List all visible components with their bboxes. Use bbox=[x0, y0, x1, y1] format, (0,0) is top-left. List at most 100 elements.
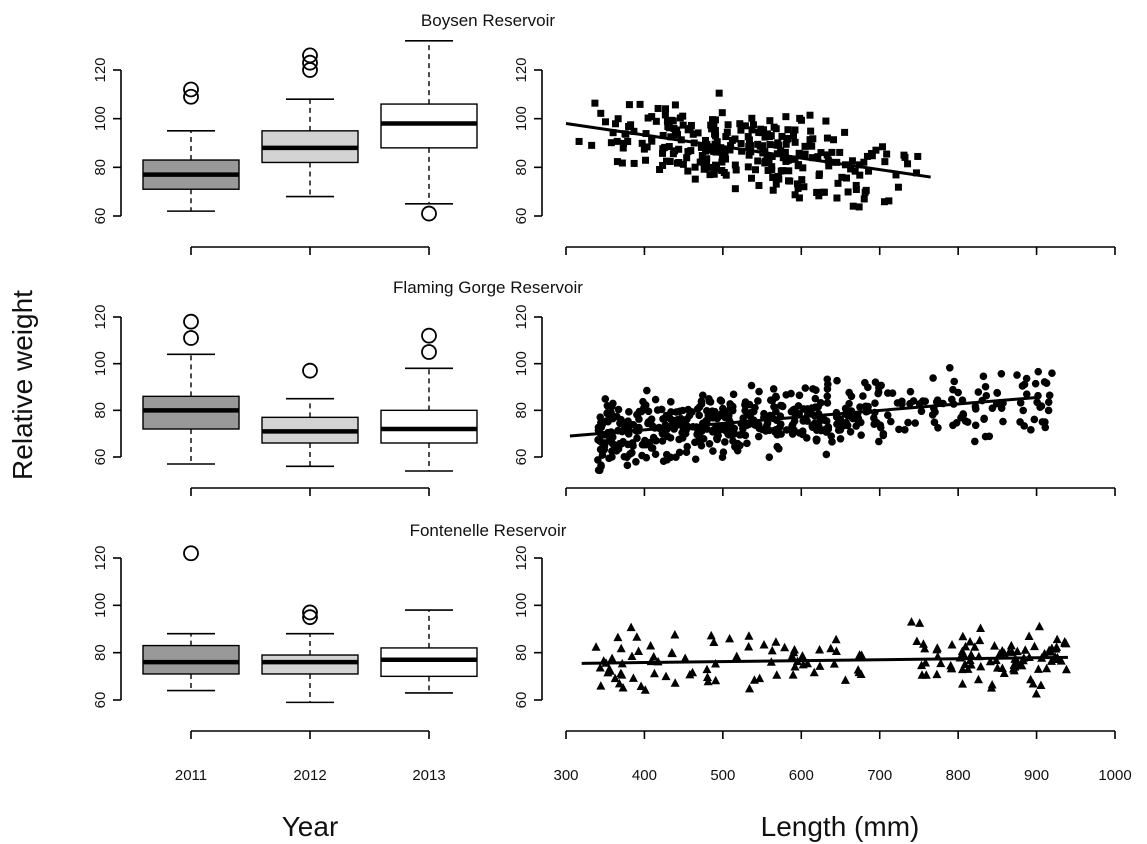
boxplot-fontenelle: 60 80 100 120 2011 2012 2013 bbox=[92, 545, 478, 784]
data-point-square bbox=[894, 183, 902, 191]
data-point-square bbox=[648, 134, 656, 142]
data-point-square bbox=[798, 150, 806, 158]
data-point-triangle bbox=[1026, 674, 1036, 684]
data-point-circle bbox=[698, 391, 707, 400]
data-point-triangle bbox=[628, 673, 638, 682]
scatter-flaming-gorge: 60 80 100 120 bbox=[513, 304, 1116, 496]
data-point-square bbox=[686, 124, 694, 132]
data-point-triangle bbox=[961, 641, 971, 651]
data-point-square bbox=[825, 162, 833, 170]
length-tick-label: 500 bbox=[710, 767, 735, 784]
box-y-tick-label: 120 bbox=[92, 57, 109, 82]
data-point-square bbox=[822, 117, 830, 125]
data-point-square bbox=[727, 142, 735, 150]
data-point-circle bbox=[834, 426, 843, 434]
data-point-circle bbox=[608, 447, 616, 455]
data-point-circle bbox=[798, 427, 807, 436]
data-point-circle bbox=[845, 399, 853, 408]
data-point-square bbox=[768, 152, 776, 160]
data-point-circle bbox=[971, 437, 979, 446]
data-point-circle bbox=[901, 426, 909, 434]
data-point-triangle bbox=[1042, 663, 1052, 673]
data-point-triangle bbox=[906, 617, 916, 626]
data-point-triangle bbox=[595, 663, 605, 672]
data-point-square bbox=[691, 175, 699, 183]
data-point-circle bbox=[1042, 379, 1051, 388]
data-point-square bbox=[855, 203, 863, 211]
data-point-square bbox=[879, 143, 887, 151]
data-point-circle bbox=[601, 439, 609, 447]
data-point-circle bbox=[605, 433, 614, 442]
data-point-triangle bbox=[772, 670, 782, 679]
data-point-square bbox=[809, 135, 817, 143]
data-point-triangle bbox=[780, 642, 790, 652]
data-point-square bbox=[747, 174, 755, 182]
data-point-square bbox=[844, 188, 852, 196]
data-point-circle bbox=[594, 436, 602, 444]
data-point-triangle bbox=[788, 670, 798, 679]
data-point-square bbox=[912, 169, 920, 177]
data-point-circle bbox=[1016, 399, 1025, 407]
data-point-triangle bbox=[789, 644, 799, 654]
box-iqr bbox=[142, 644, 240, 675]
data-point-circle bbox=[651, 395, 660, 404]
data-point-circle bbox=[635, 415, 643, 423]
data-point-square bbox=[732, 166, 740, 174]
data-point-triangle bbox=[709, 637, 719, 647]
data-point-square bbox=[758, 129, 766, 137]
data-point-square bbox=[872, 146, 880, 154]
data-point-square bbox=[744, 163, 752, 171]
data-point-square bbox=[785, 167, 793, 175]
data-point-circle bbox=[642, 453, 651, 462]
data-point-triangle bbox=[798, 659, 808, 669]
data-point-triangle bbox=[831, 634, 841, 644]
data-point-square bbox=[736, 120, 744, 128]
data-point-square bbox=[754, 140, 762, 148]
data-point-circle bbox=[904, 418, 912, 427]
data-point-circle bbox=[856, 403, 864, 411]
data-point-square bbox=[778, 132, 786, 140]
data-point-square bbox=[737, 140, 745, 148]
scatter-y-tick-label: 100 bbox=[513, 106, 530, 131]
data-point-circle bbox=[980, 414, 988, 423]
data-point-circle bbox=[603, 409, 612, 418]
data-point-triangle bbox=[725, 633, 735, 643]
data-point-triangle bbox=[1051, 644, 1061, 653]
data-point-circle bbox=[1018, 382, 1027, 390]
data-point-circle bbox=[691, 455, 700, 464]
data-point-triangle bbox=[1006, 640, 1016, 650]
scatter-y-tick-label: 120 bbox=[513, 304, 530, 329]
data-point-triangle bbox=[646, 641, 656, 650]
data-point-square bbox=[731, 161, 739, 169]
data-point-circle bbox=[1027, 426, 1035, 434]
data-point-square bbox=[597, 109, 605, 117]
data-point-circle bbox=[1019, 406, 1028, 415]
data-point-triangle bbox=[627, 651, 637, 661]
data-point-square bbox=[834, 179, 842, 187]
data-point-square bbox=[667, 133, 675, 141]
data-point-triangle bbox=[947, 639, 957, 649]
data-point-triangle bbox=[759, 639, 769, 649]
data-point-triangle bbox=[970, 642, 980, 651]
data-point-square bbox=[815, 192, 823, 200]
data-point-square bbox=[722, 133, 730, 141]
data-point-square bbox=[712, 161, 720, 169]
data-point-triangle bbox=[640, 685, 650, 694]
data-point-circle bbox=[747, 381, 756, 390]
data-point-square bbox=[798, 176, 806, 184]
scatter-y-tick-label: 100 bbox=[513, 351, 530, 376]
data-point-circle bbox=[728, 406, 737, 415]
data-point-square bbox=[669, 150, 677, 158]
data-point-square bbox=[662, 105, 670, 113]
data-point-circle bbox=[637, 407, 646, 416]
data-point-square bbox=[790, 132, 798, 140]
data-point-triangle bbox=[706, 630, 716, 640]
data-point-circle bbox=[602, 417, 611, 425]
data-point-square bbox=[791, 191, 799, 199]
data-point-circle bbox=[782, 426, 791, 434]
data-point-triangle bbox=[745, 683, 755, 693]
outlier-point bbox=[302, 47, 318, 64]
data-point-square bbox=[676, 114, 684, 122]
data-point-circle bbox=[614, 405, 623, 414]
data-point-square bbox=[791, 126, 799, 134]
